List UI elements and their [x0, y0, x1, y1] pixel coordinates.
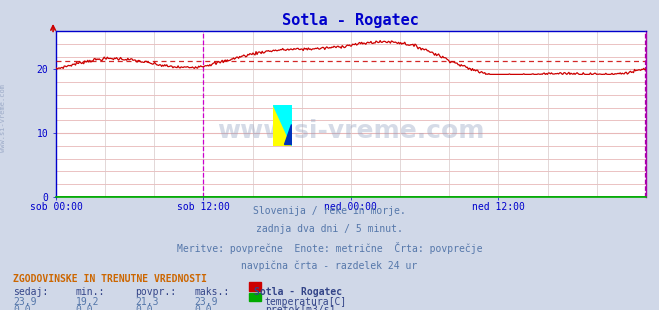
Text: ZGODOVINSKE IN TRENUTNE VREDNOSTI: ZGODOVINSKE IN TRENUTNE VREDNOSTI — [13, 274, 207, 284]
Text: 21,3: 21,3 — [135, 297, 159, 307]
Polygon shape — [273, 105, 292, 146]
Text: temperatura[C]: temperatura[C] — [265, 297, 347, 307]
Text: 23,9: 23,9 — [194, 297, 218, 307]
Polygon shape — [283, 123, 291, 144]
Text: Sotla - Rogatec: Sotla - Rogatec — [254, 287, 342, 297]
Text: Meritve: povprečne  Enote: metrične  Črta: povprečje: Meritve: povprečne Enote: metrične Črta:… — [177, 242, 482, 254]
Text: www.si-vreme.com: www.si-vreme.com — [217, 118, 484, 143]
Text: 23,9: 23,9 — [13, 297, 37, 307]
Polygon shape — [273, 105, 292, 146]
Text: zadnja dva dni / 5 minut.: zadnja dva dni / 5 minut. — [256, 224, 403, 234]
Text: Slovenija / reke in morje.: Slovenija / reke in morje. — [253, 206, 406, 216]
Text: 0,0: 0,0 — [13, 305, 31, 310]
Text: www.si-vreme.com: www.si-vreme.com — [0, 84, 7, 152]
Text: 0,0: 0,0 — [135, 305, 153, 310]
Title: Sotla - Rogatec: Sotla - Rogatec — [283, 13, 419, 29]
Text: sedaj:: sedaj: — [13, 287, 48, 297]
Text: min.:: min.: — [76, 287, 105, 297]
Text: 0,0: 0,0 — [194, 305, 212, 310]
Bar — [249, 293, 261, 301]
Bar — [249, 282, 261, 291]
Text: maks.:: maks.: — [194, 287, 229, 297]
Text: navpična črta - razdelek 24 ur: navpična črta - razdelek 24 ur — [241, 260, 418, 271]
Text: 0,0: 0,0 — [76, 305, 94, 310]
Text: povpr.:: povpr.: — [135, 287, 176, 297]
Text: pretok[m3/s]: pretok[m3/s] — [265, 305, 335, 310]
Text: 19,2: 19,2 — [76, 297, 100, 307]
